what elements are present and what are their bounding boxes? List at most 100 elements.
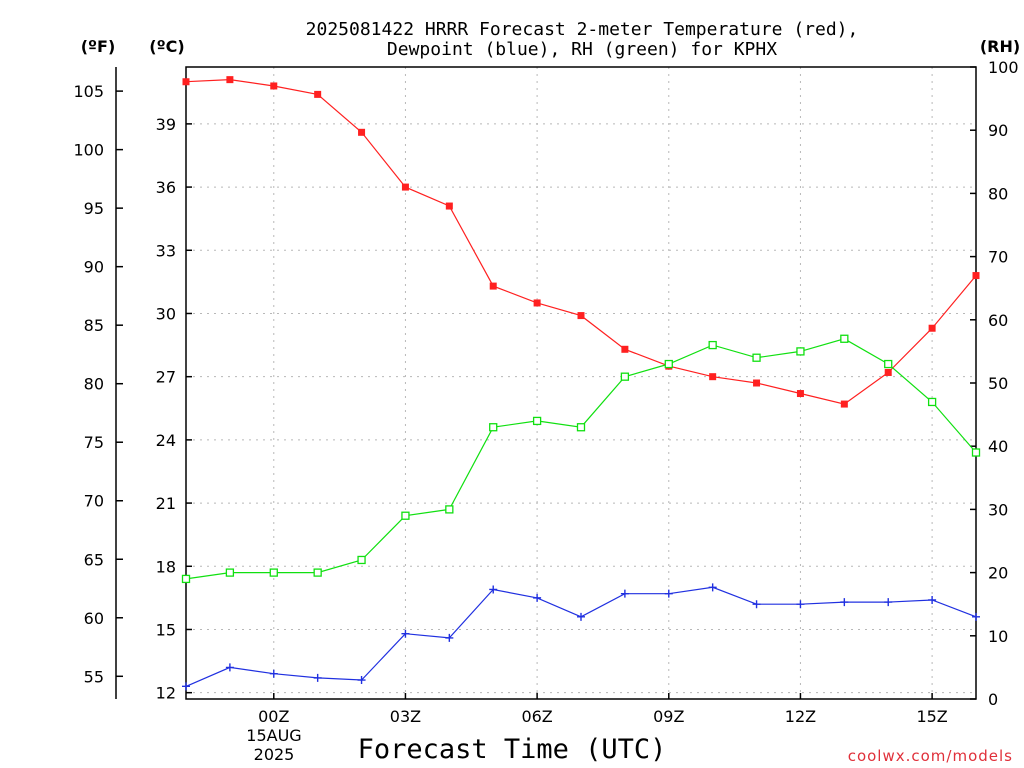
celsius-tick-label: 27 (156, 368, 176, 387)
fahrenheit-tick-label: 105 (73, 82, 104, 101)
rh-tick-label: 90 (988, 121, 1008, 140)
rh-tick-label: 70 (988, 248, 1008, 267)
dewpoint-point (972, 612, 980, 621)
celsius-tick-label: 30 (156, 304, 176, 323)
temperature-point (796, 390, 804, 398)
rh-point (664, 359, 673, 369)
fahrenheit-tick-label: 70 (84, 492, 104, 511)
rh-point (269, 568, 278, 577)
rh-point (313, 568, 322, 577)
dewpoint-point (796, 600, 805, 609)
temperature-point (226, 76, 234, 84)
temperature-point (577, 312, 585, 320)
rh-point (181, 574, 191, 584)
rh-point (225, 568, 235, 577)
plot-frame (185, 66, 977, 700)
rh-point (708, 340, 717, 350)
temperature-point (314, 90, 322, 98)
dewpoint-point (664, 589, 673, 598)
dewpoint-point (620, 589, 629, 598)
rh-point (840, 334, 849, 343)
temperature-point (884, 368, 892, 376)
temperature-point (621, 345, 629, 353)
x-tick-label: 09Z (653, 707, 684, 726)
celsius-tick-label: 21 (156, 494, 176, 513)
temperature-point (182, 78, 190, 86)
temperature-point (358, 128, 366, 136)
rh-point (752, 353, 761, 362)
axis-ticks: 12 15 18 21 24 27 30 33 36 39 00Z 03Z 06Z 09Z 12Z 15Z 55… (73, 58, 1018, 726)
x-tick-label: 06Z (521, 707, 552, 726)
celsius-tick-label: 12 (156, 684, 176, 703)
x-date-day-label: 15AUG (246, 726, 301, 745)
celsius-tick-label: 33 (156, 241, 176, 260)
dewpoint-point (577, 612, 585, 621)
rh-tick-label: 60 (988, 311, 1008, 330)
temperature-point (401, 183, 409, 191)
fahrenheit-tick-label: 100 (73, 141, 104, 160)
rh-tick-label: 40 (988, 437, 1008, 456)
dewpoint-point (928, 595, 937, 604)
rh-tick-label: 10 (988, 627, 1008, 646)
x-tick-label: 12Z (785, 707, 816, 726)
dewpoint-line (185, 586, 977, 687)
rh-tick-label: 80 (988, 184, 1008, 203)
rh-point (971, 448, 981, 457)
dewpoint-point (752, 600, 761, 609)
rh-point (927, 397, 937, 407)
fahrenheit-tick-label: 75 (84, 433, 104, 452)
dewpoint-point (225, 663, 234, 672)
fahrenheit-unit-label: (ºF) (81, 37, 116, 56)
rh-tick-label: 100 (988, 58, 1019, 77)
rh-point (884, 359, 893, 369)
temperature-point (972, 272, 980, 280)
rh-point (357, 555, 366, 565)
dewpoint-point (182, 682, 190, 691)
fahrenheit-tick-label: 85 (84, 316, 104, 335)
fahrenheit-tick-label: 60 (84, 609, 104, 628)
x-tick-label: 15Z (916, 707, 947, 726)
fahrenheit-tick-label: 80 (84, 375, 104, 394)
temperature-point (533, 299, 541, 307)
celsius-tick-label: 36 (156, 178, 176, 197)
temperature-point (445, 202, 453, 210)
temperature-point (753, 379, 761, 387)
rh-line (185, 338, 977, 580)
dewpoint-point (401, 629, 410, 638)
rh-point (445, 505, 454, 514)
fahrenheit-tick-label: 55 (84, 667, 104, 686)
dewpoint-point (708, 583, 717, 592)
temperature-line (185, 78, 977, 405)
fahrenheit-tick-label: 90 (84, 258, 104, 277)
dewpoint-point (313, 673, 322, 682)
rh-point (620, 372, 630, 381)
celsius-tick-label: 24 (156, 431, 176, 450)
dewpoint-point (357, 676, 366, 685)
fahrenheit-tick-label: 95 (84, 199, 104, 218)
rh-point (796, 347, 805, 356)
chart-title-line1: 2025081422 HRRR Forecast 2-meter Tempera… (306, 19, 859, 40)
rh-point (576, 423, 586, 432)
celsius-tick-label: 15 (156, 620, 176, 639)
gridlines (186, 67, 976, 699)
celsius-unit-label: (ºC) (149, 37, 184, 56)
dewpoint-point (489, 585, 498, 594)
celsius-tick-label: 39 (156, 115, 176, 134)
x-tick-label: 00Z (258, 707, 289, 726)
x-date-year-label: 2025 (254, 745, 295, 764)
rh-tick-label: 50 (988, 374, 1008, 393)
rh-tick-label: 30 (988, 500, 1008, 519)
dewpoint-point (269, 669, 278, 678)
chart-title-line2: Dewpoint (blue), RH (green) for KPHX (387, 39, 777, 60)
temperature-point (489, 282, 497, 290)
credit-text: coolwx.com/models (848, 747, 1013, 765)
x-axis-title: Forecast Time (UTC) (358, 734, 667, 765)
rh-unit-label: (RH) (980, 37, 1020, 56)
dewpoint-point (533, 593, 542, 602)
rh-tick-label: 20 (988, 564, 1008, 583)
dewpoint-point (884, 598, 893, 607)
fahrenheit-tick-label: 65 (84, 550, 104, 569)
dewpoint-point (445, 633, 454, 642)
temperature-point (928, 324, 936, 332)
